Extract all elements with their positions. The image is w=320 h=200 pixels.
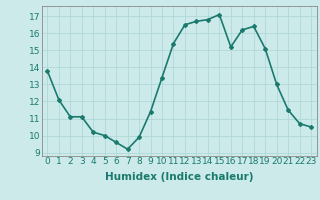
X-axis label: Humidex (Indice chaleur): Humidex (Indice chaleur) bbox=[105, 172, 253, 182]
